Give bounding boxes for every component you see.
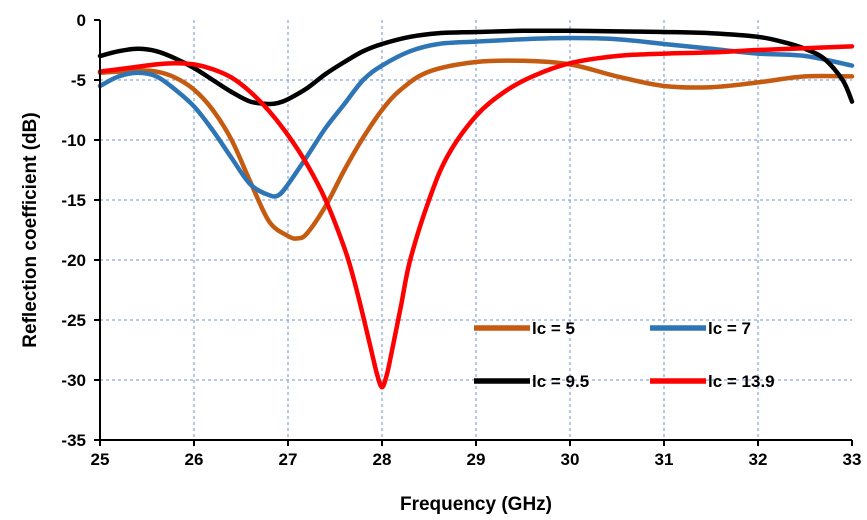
series-line-3 [97,44,855,390]
legend: lc = 5 lc = 7 lc = 9.5 lc = 13.9 [474,319,775,391]
x-tick-label: 28 [373,450,392,469]
y-tick-label: -35 [61,431,86,450]
y-axis-title: Reflection coefficient (dB) [20,112,41,347]
legend-label-1: lc = 7 [708,319,751,338]
tick-labels: 25 26 27 28 29 30 31 32 33 0 -5 -10 -15 -20 -25 -30 -35 [61,11,861,469]
y-tick-label: -20 [61,251,86,270]
x-tick-label: 33 [843,450,862,469]
legend-label-0: lc = 5 [532,319,575,338]
series-line-1 [97,35,855,199]
x-tick-label: 30 [561,450,580,469]
y-tick-label: -30 [61,371,86,390]
legend-label-2: lc = 9.5 [532,372,589,391]
x-axis-title: Frequency (GHz) [400,494,552,515]
x-tick-label: 29 [467,450,486,469]
y-tick-label: -5 [71,71,86,90]
x-tick-label: 27 [279,450,298,469]
y-tick-label: 0 [77,11,86,30]
series-line-2 [97,28,855,107]
x-tick-label: 26 [185,450,204,469]
series-line-0 [97,58,855,241]
x-tick-label: 25 [91,450,110,469]
x-tick-label: 32 [749,450,768,469]
x-tick-label: 31 [655,450,674,469]
y-tick-label: -10 [61,131,86,150]
legend-label-3: lc = 13.9 [708,372,775,391]
y-tick-label: -15 [61,191,86,210]
grid [100,20,852,440]
series-lines [97,28,855,390]
plot-frame [94,19,853,446]
y-tick-label: -25 [61,311,86,330]
